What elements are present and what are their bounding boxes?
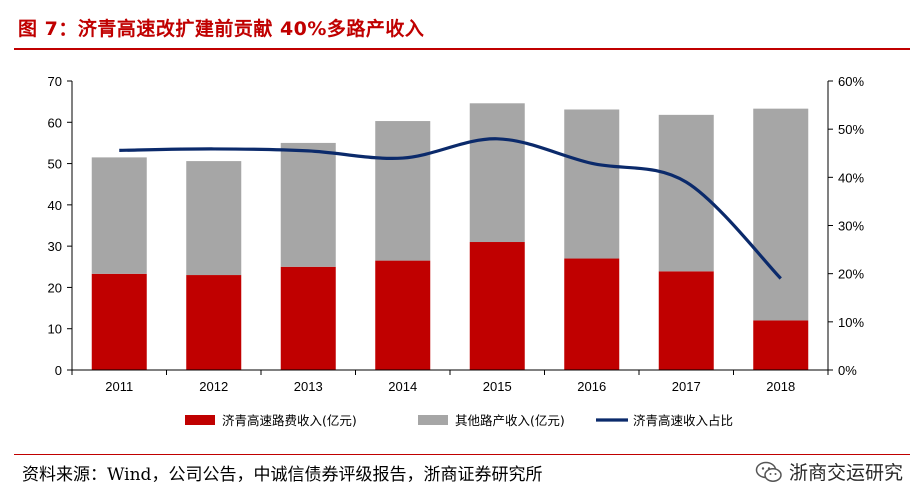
brand: 浙商交运研究 <box>755 458 903 485</box>
y-tick-label: 60 <box>48 115 62 130</box>
bar-jiqing-2018 <box>753 320 809 370</box>
bar-other-2014 <box>375 121 431 261</box>
legend-label-2: 济青高速收入占比 <box>633 413 733 428</box>
bar-other-2017 <box>658 114 714 272</box>
y-tick-label: 70 <box>48 74 62 89</box>
chart: 0 10 20 30 40 50 60 70 0% 10% 20% 30% 40% 50% 60% 2011 2… <box>48 74 865 428</box>
y2-tick-label: 30% <box>838 219 864 234</box>
y2-tick-label: 40% <box>838 170 864 185</box>
y2-tick-label: 10% <box>838 315 864 330</box>
legend-label-1: 其他路产收入(亿元) <box>455 413 565 428</box>
x-tick-label: 2012 <box>199 379 228 394</box>
y-tick-label: 10 <box>48 322 62 337</box>
footer-rule <box>14 454 910 455</box>
figure-title: 图 7：济青高速改扩建前贡献 40%多路产收入 <box>18 18 425 40</box>
x-tick-label: 2013 <box>294 379 323 394</box>
bar-jiqing-2011 <box>91 273 147 370</box>
line-jiqing-share <box>119 137 782 280</box>
bar-jiqing-2013 <box>280 266 336 370</box>
legend-label-0: 济青高速路费收入(亿元) <box>222 413 357 428</box>
bar-other-2012 <box>186 161 242 276</box>
source-note: 资料来源：Wind，公司公告，中诚信债券评级报告，浙商证券研究所 <box>22 465 543 485</box>
bar-other-2011 <box>91 157 147 274</box>
bar-jiqing-2014 <box>375 260 431 370</box>
bar-jiqing-2015 <box>469 242 525 370</box>
x-tick-label: 2016 <box>577 379 606 394</box>
bar-other-2016 <box>564 109 620 259</box>
y2-tick-label: 20% <box>838 267 864 282</box>
y-tick-label: 20 <box>48 280 62 295</box>
x-tick-label: 2015 <box>483 379 512 394</box>
brand-name: 浙商交运研究 <box>788 462 903 484</box>
y-tick-label: 50 <box>48 157 62 172</box>
y2-tick-label: 60% <box>838 74 864 89</box>
bar-jiqing-2017 <box>658 271 714 370</box>
y2-tick-label: 50% <box>838 122 864 137</box>
bar-other-2018 <box>753 108 809 321</box>
x-tick-label: 2011 <box>105 379 133 394</box>
x-tick-label: 2017 <box>672 379 701 394</box>
title-rule <box>14 48 910 50</box>
y-tick-label: 40 <box>48 198 62 213</box>
y-tick-label: 0 <box>55 363 62 378</box>
bar-other-2015 <box>469 103 525 243</box>
y2-tick-label: 0% <box>838 363 857 378</box>
x-tick-label: 2018 <box>766 379 795 394</box>
legend-swatch-1 <box>418 415 448 425</box>
x-tick-label: 2014 <box>388 379 417 394</box>
legend-swatch-0 <box>185 415 215 425</box>
wechat-icon <box>755 461 782 482</box>
bar-other-2013 <box>280 142 336 267</box>
y-tick-label: 30 <box>48 239 62 254</box>
bar-jiqing-2012 <box>186 275 242 370</box>
bar-jiqing-2016 <box>564 258 620 370</box>
